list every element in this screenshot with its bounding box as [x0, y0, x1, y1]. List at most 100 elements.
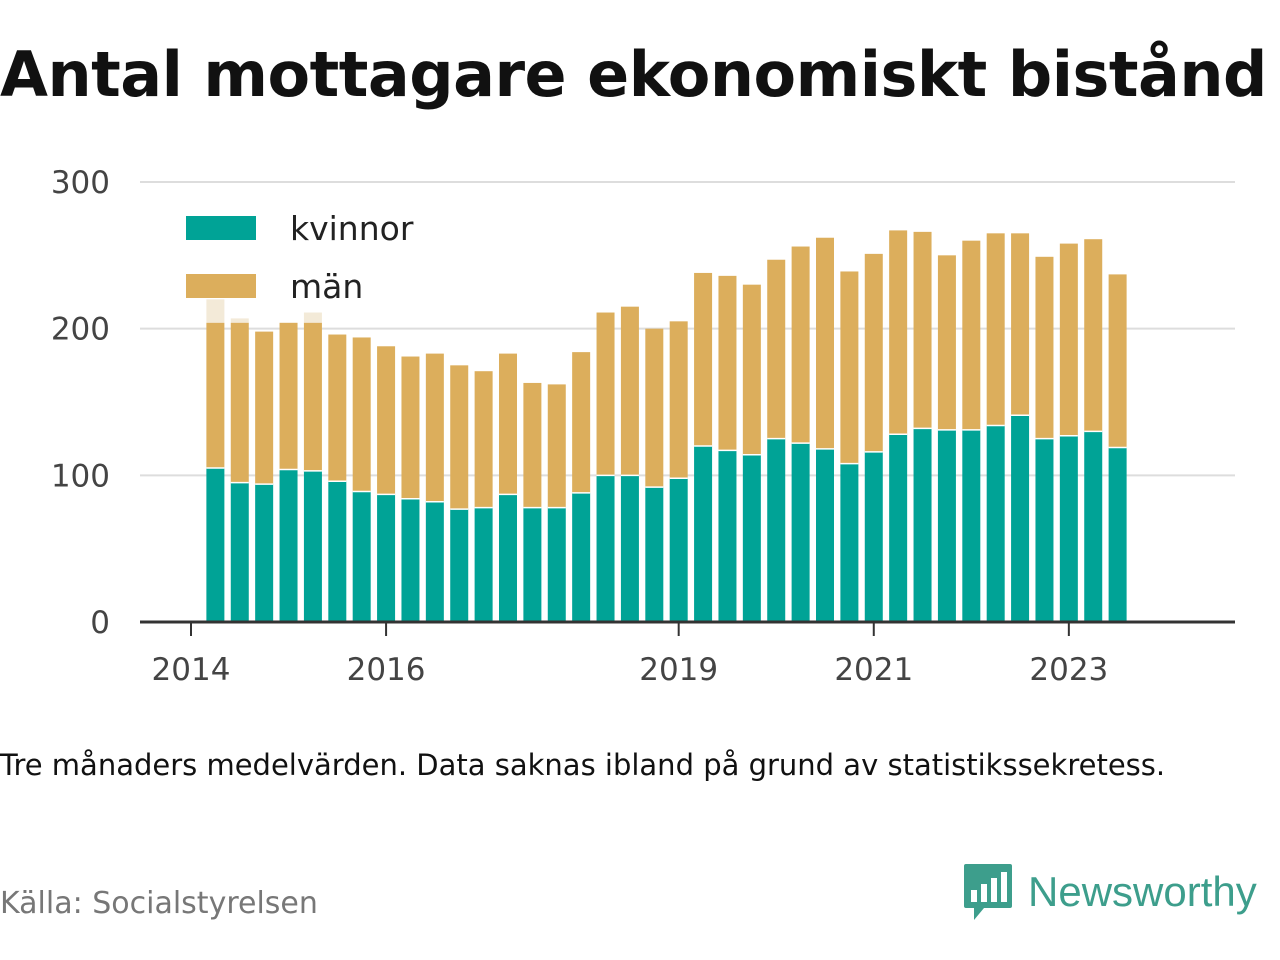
- bar-kvinnor: [986, 425, 1005, 622]
- bar-kvinnor: [816, 448, 834, 622]
- bar-man: [474, 371, 493, 508]
- bar-man: [645, 328, 664, 488]
- bar-kvinnor: [840, 463, 859, 622]
- source-label: Källa: Socialstyrelsen: [0, 886, 318, 921]
- legend-swatch: [186, 274, 256, 298]
- legend-label: män: [290, 267, 363, 306]
- brand-name: Newsworthy: [1028, 868, 1257, 915]
- bar-kvinnor: [1084, 431, 1103, 622]
- bar-man: [523, 382, 542, 508]
- bar-kvinnor: [742, 454, 761, 622]
- bar-man: [547, 384, 566, 508]
- bar-man: [742, 284, 761, 455]
- bar-man: [889, 230, 908, 435]
- bar-kvinnor: [962, 429, 981, 622]
- bar-kvinnor: [620, 475, 639, 622]
- bar-kvinnor: [596, 475, 615, 622]
- y-axis-ticks: 0 100 200 300: [51, 165, 110, 641]
- bar-kvinnor: [474, 507, 493, 622]
- bar-kvinnor: [889, 434, 908, 622]
- bar-kvinnor: [352, 491, 371, 622]
- bar-man: [450, 365, 469, 510]
- bars: [206, 230, 1127, 622]
- bar-man: [377, 346, 396, 495]
- bar-kvinnor: [523, 507, 542, 622]
- bar-kvinnor: [669, 478, 688, 622]
- bar-man: [840, 271, 859, 464]
- bar-man: [791, 246, 810, 444]
- bar-kvinnor: [547, 507, 566, 622]
- bar-kvinnor: [694, 446, 713, 622]
- chart-title: Antal mottagare ekonomiskt bistånd: [0, 38, 1267, 111]
- bar-man: [1084, 239, 1103, 432]
- bar-kvinnor: [279, 469, 298, 622]
- bar-kvinnor: [303, 470, 322, 622]
- brand-logo: Newsworthy: [962, 862, 1257, 922]
- bar-kvinnor: [401, 498, 420, 622]
- bar-kvinnor: [377, 494, 396, 622]
- bar-kvinnor: [791, 443, 810, 622]
- bar-man: [937, 255, 956, 430]
- bar-man: [620, 306, 639, 476]
- bar-man: [1059, 243, 1078, 436]
- bar-kvinnor: [1035, 438, 1054, 622]
- bar-man: [718, 275, 737, 451]
- bar-kvinnor: [767, 438, 786, 622]
- bar-man: [352, 337, 371, 492]
- bar-man: [572, 352, 591, 493]
- bar-kvinnor: [328, 481, 347, 622]
- bar-kvinnor: [864, 451, 883, 622]
- x-tick-label: 2019: [639, 652, 718, 688]
- bar-incomplete: [206, 299, 225, 323]
- x-tick-label: 2021: [834, 652, 913, 688]
- bar-man: [596, 312, 615, 476]
- chart-note: Tre månaders medelvärden. Data saknas ib…: [0, 748, 1166, 782]
- bar-kvinnor: [499, 494, 517, 622]
- bar-kvinnor: [1108, 447, 1127, 622]
- bar-kvinnor: [913, 428, 932, 622]
- bar-man: [1108, 274, 1127, 448]
- bar-man: [864, 253, 883, 452]
- bar-man: [1035, 256, 1054, 439]
- bar-man: [230, 322, 249, 483]
- bar-kvinnor: [718, 450, 737, 622]
- bar-chart: 0 100 200 300 2014 2016 2019 2021 2023 kvinnor m…: [51, 165, 1235, 688]
- bar-man: [328, 334, 347, 482]
- bar-kvinnor: [450, 509, 469, 622]
- y-tick-label: 100: [51, 458, 110, 494]
- bar-man: [255, 331, 274, 485]
- x-tick-label: 2014: [152, 652, 231, 688]
- bar-man: [499, 353, 517, 495]
- y-tick-label: 300: [51, 165, 110, 201]
- newsworthy-chart-bubble-icon: [964, 864, 1012, 920]
- x-tick-label: 2023: [1029, 652, 1108, 688]
- bar-incomplete: [230, 318, 249, 323]
- x-tick-label: 2016: [347, 652, 426, 688]
- bar-man: [401, 356, 420, 499]
- y-tick-label: 200: [51, 312, 110, 348]
- bar-kvinnor: [937, 429, 956, 622]
- bar-kvinnor: [572, 492, 591, 622]
- bar-man: [1011, 233, 1030, 416]
- bar-kvinnor: [645, 487, 664, 622]
- bar-man: [669, 321, 688, 479]
- legend-label: kvinnor: [290, 209, 414, 248]
- bar-man: [303, 322, 322, 471]
- bar-man: [694, 272, 713, 446]
- bar-man: [206, 322, 225, 468]
- bar-incomplete: [303, 312, 322, 323]
- bar-man: [425, 353, 444, 502]
- x-axis: 2014 2016 2019 2021 2023: [140, 620, 1235, 688]
- bar-man: [767, 259, 786, 439]
- y-tick-label: 0: [90, 605, 110, 641]
- bar-kvinnor: [425, 501, 444, 622]
- bar-kvinnor: [1011, 415, 1030, 622]
- bar-kvinnor: [206, 468, 225, 622]
- legend: kvinnor män: [186, 209, 414, 306]
- bar-kvinnor: [230, 482, 249, 622]
- bar-man: [279, 322, 298, 470]
- bar-man: [816, 237, 834, 449]
- legend-swatch: [186, 216, 256, 240]
- bar-kvinnor: [255, 484, 274, 622]
- bar-kvinnor: [1059, 435, 1078, 622]
